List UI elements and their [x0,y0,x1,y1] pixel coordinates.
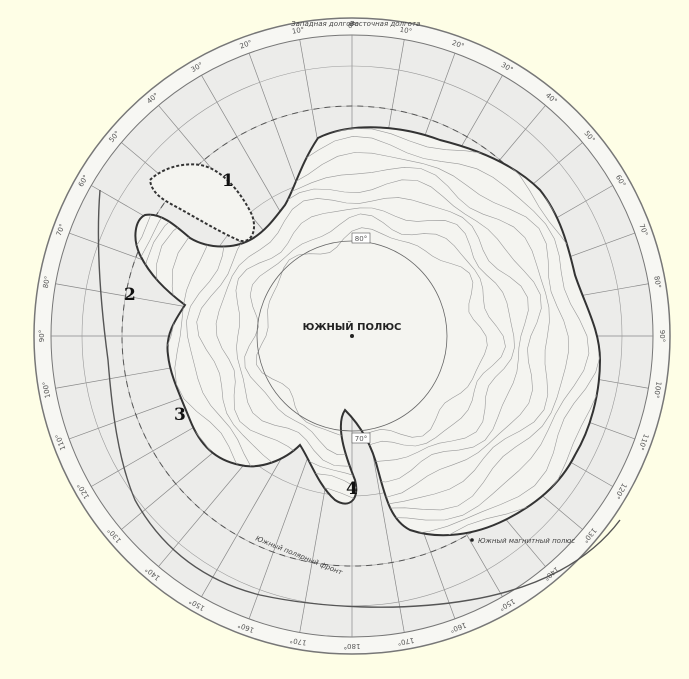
region-number-1: 1 [222,171,234,191]
lat-label-70: 70° [355,435,367,443]
antarctica-landmass [134,126,602,537]
degree-label: 20° [239,39,253,51]
degree-label: 170° [289,636,307,647]
contour-line [174,152,569,513]
degree-label: 90° [658,330,666,342]
degree-label: 170° [397,636,415,647]
degree-label: 70° [55,223,67,237]
west-longitude-label: Западная долгота [291,20,359,28]
degree-label: 80° [42,275,52,289]
degree-label: 100° [652,381,663,399]
degree-label: 180° [344,642,361,650]
lat-box-70 [351,432,371,444]
degree-label: 10° [399,26,413,36]
region-number-3: 3 [174,405,186,425]
contour-line [186,166,550,505]
contour-line [196,179,542,498]
magnetic-pole-marker [470,538,474,542]
degree-label: 90° [38,330,46,342]
degree-label: 20° [451,39,465,51]
lat-label-80: 80° [355,235,367,243]
contour-line [235,207,515,467]
region-number-4: 4 [346,479,358,499]
south-pole-marker [350,334,354,338]
magnetic-pole-label: Южный магнитный полюс [478,537,575,545]
degree-label: 70° [637,223,649,237]
contour-line [215,197,529,483]
degree-label: 80° [652,275,662,289]
outer-boundary-line [97,189,621,608]
contour-line [256,227,488,438]
antarctic-peninsula [148,163,256,243]
degree-label: 10° [291,26,305,36]
contour-line [244,213,506,456]
degree-label: 0° [348,22,356,30]
lat-box-80 [351,232,371,244]
south-pole-label: ЮЖНЫЙ ПОЛЮС [303,320,402,333]
contour-line [160,135,590,531]
region-number-2: 2 [124,285,136,305]
degree-label: 100° [41,381,52,399]
east-longitude-label: Восточная долгота [350,20,421,28]
